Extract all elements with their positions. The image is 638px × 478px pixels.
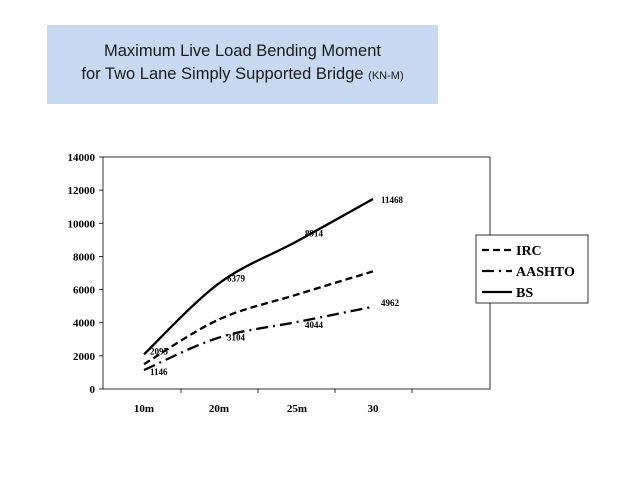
y-tick-label: 0 [90,384,96,396]
series-line-irc [143,270,374,366]
x-tick-label: 20m [209,403,229,415]
chart-title-line2-text: for Two Lane Simply Supported Bridge [81,65,364,83]
data-label-bs: 11468 [381,195,404,205]
data-label-bs: 2095 [150,346,169,356]
series-line-aashto [143,305,374,372]
y-tick-label: 14000 [68,152,96,164]
chart-title-unit: (KN-M) [368,70,404,82]
x-tick-label: 25m [287,403,307,415]
chart-title-box: Maximum Live Load Bending Moment for Two… [47,25,438,104]
y-tick-label: 6000 [73,285,96,297]
x-tick-label: 10m [134,403,154,415]
chart-title-line2: for Two Lane Simply Supported Bridge (KN… [47,63,438,88]
data-label-aashto: 4044 [305,320,324,330]
y-tick-label: 10000 [68,218,96,230]
legend-label-irc: IRC [516,244,542,259]
data-label-aashto: 4962 [381,298,400,308]
y-tick-label: 12000 [68,185,96,197]
legend-label-bs: BS [516,286,533,301]
y-tick-label: 2000 [73,351,96,363]
data-label-bs: 8914 [305,228,324,238]
x-tick-label: 30 [368,403,380,415]
chart-title-line1: Maximum Live Load Bending Moment [104,42,381,60]
series-line-bs [143,197,374,356]
y-tick-label: 4000 [73,318,96,330]
data-label-bs: 6379 [227,273,246,283]
data-label-aashto: 3104 [227,333,246,343]
data-label-aashto: 1146 [150,367,168,377]
legend-box [475,234,589,304]
y-tick-label: 8000 [73,251,96,263]
legend-label-aashto: AASHTO [516,265,575,280]
